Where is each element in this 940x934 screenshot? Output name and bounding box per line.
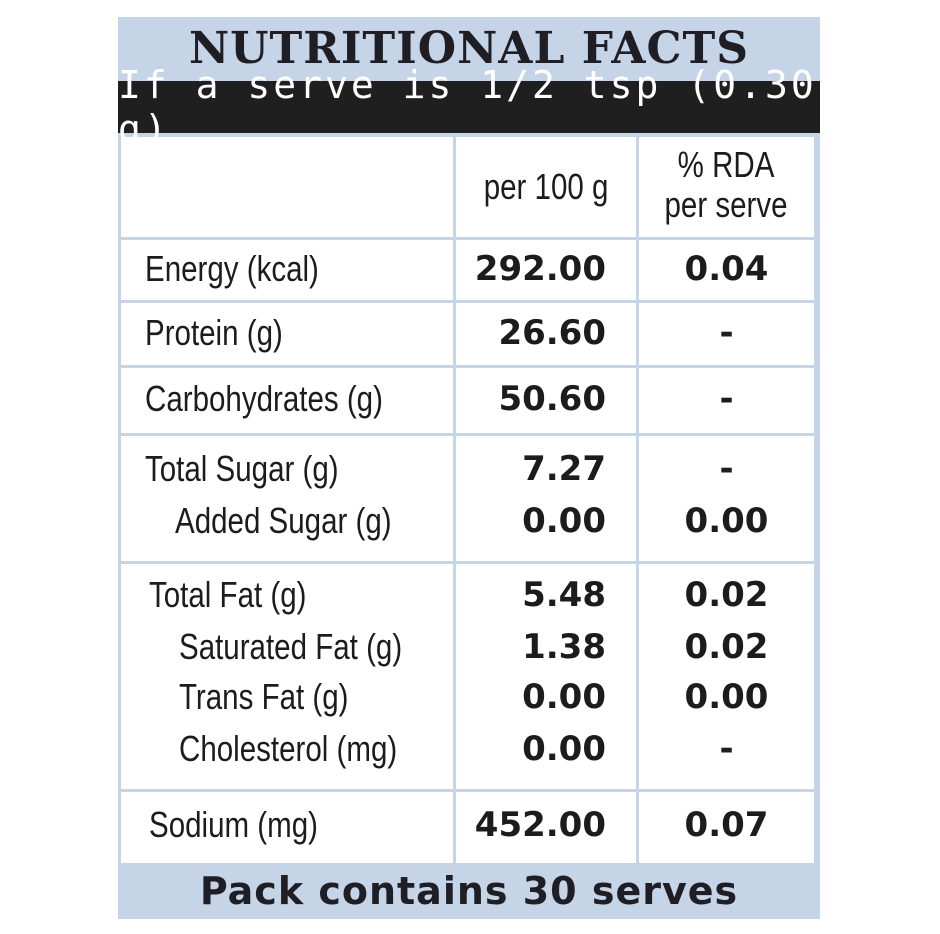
nutrition-facts-panel: NUTRITIONAL FACTS If a serve is 1/2 tsp …: [118, 17, 820, 919]
row-divider: [121, 789, 814, 792]
value-per100-carbohydrates: 50.60: [498, 379, 606, 419]
value-rda-trans-fat: 0.00: [684, 677, 769, 717]
row-label-carbohydrates: Carbohydrates (g): [145, 378, 383, 419]
value-rda-total-fat: 0.02: [684, 575, 769, 615]
value-rda-saturated-fat: 0.02: [684, 627, 769, 667]
nutrition-table: per 100 g % RDA per serve Energy (kcal) …: [121, 137, 814, 863]
value-per100-cholesterol: 0.00: [522, 729, 606, 769]
value-per100-added-sugar: 0.00: [522, 501, 606, 541]
row-label-total-fat: Total Fat (g): [149, 574, 307, 615]
row-label-energy: Energy (kcal): [145, 248, 319, 289]
column-divider: [636, 137, 639, 863]
row-label-total-sugar: Total Sugar (g): [145, 448, 339, 489]
value-rda-sodium: 0.07: [684, 805, 769, 845]
row-label-sodium: Sodium (mg): [149, 804, 318, 845]
row-label-saturated-fat: Saturated Fat (g): [179, 626, 403, 667]
value-rda-cholesterol: -: [719, 729, 734, 769]
row-label-cholesterol: Cholesterol (mg): [179, 728, 398, 769]
row-divider: [121, 237, 814, 240]
row-divider: [121, 561, 814, 564]
value-per100-total-sugar: 7.27: [522, 449, 606, 489]
value-rda-carbohydrates: -: [719, 379, 734, 419]
value-rda-total-sugar: -: [719, 449, 734, 489]
column-divider: [453, 137, 456, 863]
serving-size-bar: If a serve is 1/2 tsp (0.30 g): [118, 63, 820, 151]
row-label-protein: Protein (g): [145, 312, 283, 353]
column-header-rda: % RDA per serve: [664, 144, 789, 225]
value-rda-protein: -: [719, 313, 734, 353]
row-divider: [121, 365, 814, 368]
row-divider: [121, 300, 814, 303]
value-per100-saturated-fat: 1.38: [522, 627, 606, 667]
row-divider: [121, 433, 814, 436]
value-per100-protein: 26.60: [498, 313, 606, 353]
row-label-added-sugar: Added Sugar (g): [175, 500, 392, 541]
value-per100-sodium: 452.00: [474, 805, 606, 845]
row-label-trans-fat: Trans Fat (g): [179, 676, 349, 717]
serving-size-text: If a serve is 1/2 tsp (0.30 g): [118, 63, 817, 151]
pack-servings-footer: Pack contains 30 serves: [199, 869, 739, 913]
value-rda-added-sugar: 0.00: [684, 501, 769, 541]
value-per100-total-fat: 5.48: [522, 575, 606, 615]
value-per100-energy: 292.00: [474, 249, 606, 289]
value-rda-energy: 0.04: [684, 249, 769, 289]
column-header-per100: per 100 g: [483, 166, 609, 207]
panel-title: NUTRITIONAL FACTS: [188, 22, 750, 74]
value-per100-trans-fat: 0.00: [522, 677, 606, 717]
